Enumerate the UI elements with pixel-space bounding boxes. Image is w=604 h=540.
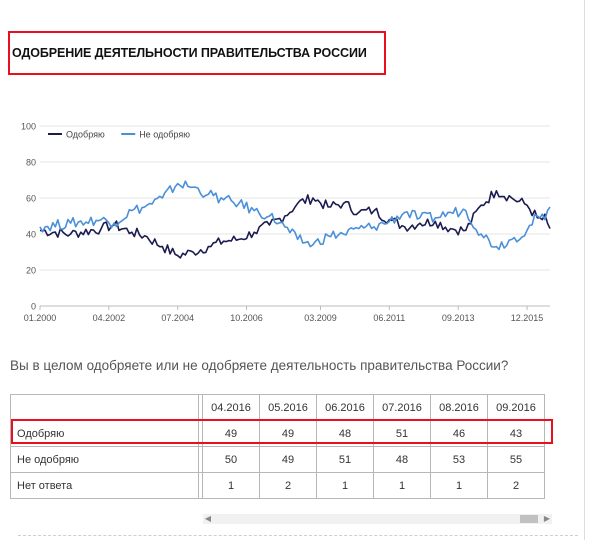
y-tick-label: 0 [31, 302, 36, 312]
page-title: ОДОБРЕНИЕ ДЕЯТЕЛЬНОСТИ ПРАВИТЕЛЬСТВА РОС… [12, 46, 367, 60]
y-tick-label: 60 [26, 194, 36, 204]
x-tick-label: 06.2011 [373, 313, 405, 323]
table-header-row: 04.2016 05.2016 06.2016 07.2016 08.2016 … [10, 394, 545, 421]
table-cell: 1 [316, 472, 374, 499]
y-tick-label: 80 [26, 158, 36, 168]
x-tick-label: 09.2013 [442, 313, 475, 323]
y-tick-label: 40 [26, 230, 36, 240]
horizontal-scrollbar[interactable]: ◀ ▶ [203, 514, 552, 524]
table-cell: 48 [373, 446, 431, 473]
table-cell: 53 [430, 446, 488, 473]
column-header: 04.2016 [202, 394, 260, 421]
x-tick-label: 12.2015 [511, 313, 544, 323]
table-cell: 1 [430, 472, 488, 499]
approve-row-highlight-box [11, 419, 553, 444]
legend-label: Не одобряю [139, 130, 190, 140]
table-cell: 50 [202, 446, 260, 473]
table-row: Не одобряю 50 49 51 48 53 55 [10, 446, 545, 473]
approval-line-chart: 0 20 40 60 80 100 01.2000 04.2002 07.2004 10.2006… [21, 122, 551, 323]
table-cell: 2 [487, 472, 545, 499]
scroll-left-arrow-icon[interactable]: ◀ [204, 514, 212, 523]
x-tick-label: 04.2002 [93, 313, 126, 323]
table-row: Нет ответа 1 2 1 1 1 2 [10, 472, 545, 499]
column-header: 09.2016 [487, 394, 545, 421]
y-tick-label: 100 [21, 122, 36, 132]
x-tick-label: 03.2009 [304, 313, 337, 323]
scrollbar-thumb[interactable] [520, 515, 538, 523]
column-header: 06.2016 [316, 394, 374, 421]
table-cell: 2 [259, 472, 317, 499]
x-tick-label: 10.2006 [230, 313, 263, 323]
row-label: Нет ответа [10, 472, 199, 499]
column-header: 07.2016 [373, 394, 431, 421]
column-header: 05.2016 [259, 394, 317, 421]
legend-label: Одобряю [66, 130, 105, 140]
scroll-right-arrow-icon[interactable]: ▶ [543, 514, 551, 523]
header-blank-cell [10, 394, 199, 421]
page-right-border [584, 0, 585, 540]
survey-question: Вы в целом одобряете или не одобряете де… [10, 358, 509, 373]
bottom-divider [18, 535, 578, 536]
title-highlight-box [8, 31, 386, 75]
x-tick-label: 07.2004 [161, 313, 194, 323]
series-line-disapprove [39, 180, 551, 251]
results-table: 04.2016 05.2016 06.2016 07.2016 08.2016 … [10, 394, 545, 499]
column-header: 08.2016 [430, 394, 488, 421]
row-label: Не одобряю [10, 446, 199, 473]
table-cell: 1 [202, 472, 260, 499]
y-tick-label: 20 [26, 266, 36, 276]
table-cell: 49 [259, 446, 317, 473]
table-cell: 51 [316, 446, 374, 473]
table-cell: 55 [487, 446, 545, 473]
table-cell: 1 [373, 472, 431, 499]
x-tick-label: 01.2000 [24, 313, 57, 323]
series-line-approve [39, 190, 551, 259]
